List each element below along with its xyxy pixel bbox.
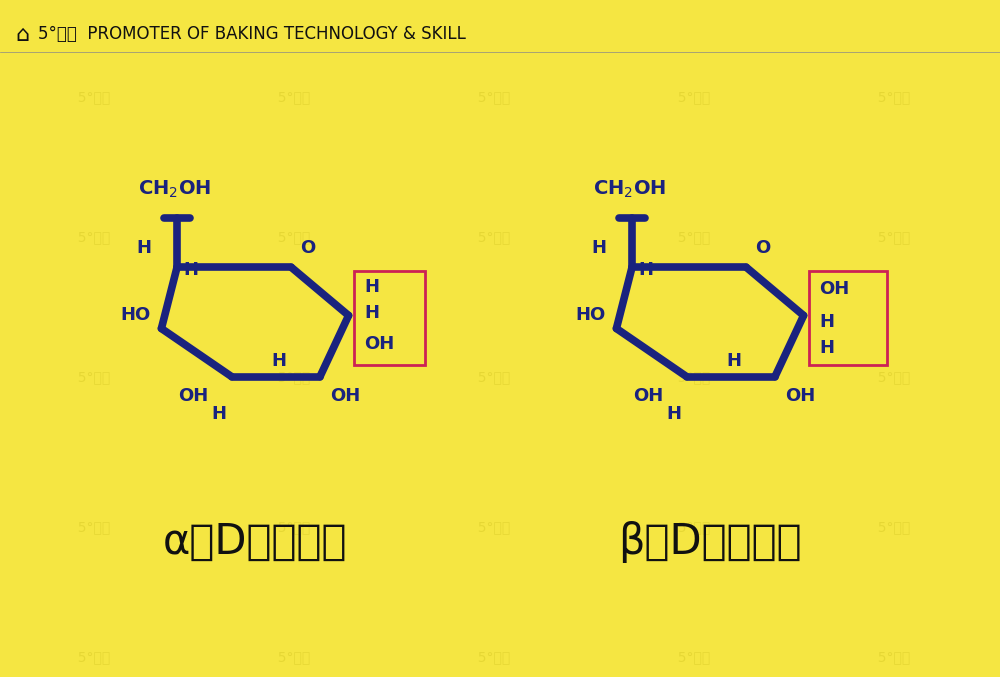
Text: 5°小倉: 5°小倉 xyxy=(269,230,311,244)
Text: 5°小倉  PROMOTER OF BAKING TECHNOLOGY & SKILL: 5°小倉 PROMOTER OF BAKING TECHNOLOGY & SKI… xyxy=(38,25,466,43)
Text: 5°小倉: 5°小倉 xyxy=(869,90,911,104)
Text: 5°小倉: 5°小倉 xyxy=(669,90,711,104)
Text: 5°小倉: 5°小倉 xyxy=(69,520,111,534)
Text: H: H xyxy=(819,339,834,357)
Text: OH: OH xyxy=(819,280,849,299)
Text: OH: OH xyxy=(633,387,663,405)
Text: α－D－葡萄糖: α－D－葡萄糖 xyxy=(163,521,347,563)
Bar xyxy=(354,271,425,365)
Text: O: O xyxy=(756,239,771,257)
Text: 5°小倉: 5°小倉 xyxy=(669,520,711,534)
Text: 5°小倉: 5°小倉 xyxy=(669,230,711,244)
Text: OH: OH xyxy=(178,387,208,405)
Text: H: H xyxy=(819,313,834,331)
Bar xyxy=(809,271,887,365)
Text: β－D－葡萄糖: β－D－葡萄糖 xyxy=(618,521,802,563)
Text: OH: OH xyxy=(330,387,361,405)
Text: 5°小倉: 5°小倉 xyxy=(69,370,111,384)
Text: H: H xyxy=(726,352,741,370)
Text: H: H xyxy=(136,239,151,257)
Text: 5°小倉: 5°小倉 xyxy=(469,90,511,104)
Text: 5°小倉: 5°小倉 xyxy=(869,370,911,384)
Text: 5°小倉: 5°小倉 xyxy=(469,370,511,384)
Text: OH: OH xyxy=(364,335,394,353)
Text: CH$_2$OH: CH$_2$OH xyxy=(138,179,211,200)
Text: H: H xyxy=(639,261,654,279)
Text: 5°小倉: 5°小倉 xyxy=(469,650,511,664)
Text: H: H xyxy=(271,352,286,370)
Text: H: H xyxy=(183,261,198,279)
Text: O: O xyxy=(300,239,316,257)
Text: 5°小倉: 5°小倉 xyxy=(269,520,311,534)
Text: OH: OH xyxy=(785,387,816,405)
Text: 5°小倉: 5°小倉 xyxy=(269,650,311,664)
Text: 5°小倉: 5°小倉 xyxy=(69,90,111,104)
Text: HO: HO xyxy=(576,307,606,324)
Text: 5°小倉: 5°小倉 xyxy=(869,520,911,534)
Text: H: H xyxy=(364,304,379,322)
Text: 5°小倉: 5°小倉 xyxy=(269,370,311,384)
Text: 5°小倉: 5°小倉 xyxy=(869,230,911,244)
Text: 5°小倉: 5°小倉 xyxy=(69,650,111,664)
Text: H: H xyxy=(591,239,606,257)
Text: H: H xyxy=(364,278,379,296)
Text: 5°小倉: 5°小倉 xyxy=(469,520,511,534)
Text: 5°小倉: 5°小倉 xyxy=(269,90,311,104)
Text: H: H xyxy=(211,406,226,423)
Text: 5°小倉: 5°小倉 xyxy=(869,650,911,664)
Text: CH$_2$OH: CH$_2$OH xyxy=(593,179,666,200)
Text: ⌂: ⌂ xyxy=(15,25,29,45)
Text: 5°小倉: 5°小倉 xyxy=(669,650,711,664)
Text: H: H xyxy=(666,406,681,423)
Text: HO: HO xyxy=(121,307,151,324)
Text: 5°小倉: 5°小倉 xyxy=(69,230,111,244)
Text: 5°小倉: 5°小倉 xyxy=(469,230,511,244)
Text: 5°小倉: 5°小倉 xyxy=(669,370,711,384)
